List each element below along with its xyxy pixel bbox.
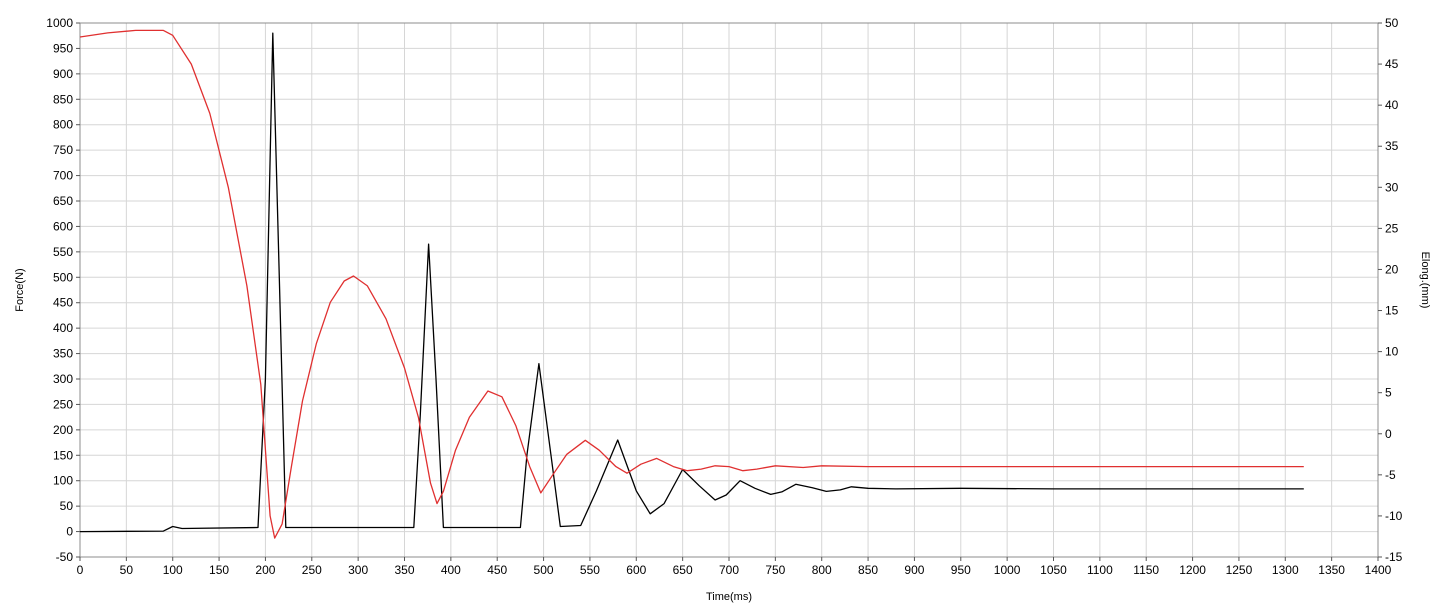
x-tick-label: 850 — [858, 563, 878, 577]
x-tick-label: 350 — [394, 563, 414, 577]
x-tick-label: 450 — [487, 563, 507, 577]
y-left-tick-label: 300 — [53, 372, 73, 386]
y-left-tick-label: 700 — [53, 169, 73, 183]
x-tick-label: 700 — [719, 563, 739, 577]
y-left-tick-label: 950 — [53, 41, 73, 55]
y-left-tick-label: 1000 — [46, 16, 73, 30]
x-tick-label: 50 — [120, 563, 134, 577]
x-tick-label: 1150 — [1133, 563, 1159, 577]
x-tick-label: 1400 — [1365, 563, 1392, 577]
y-left-tick-label: 900 — [53, 67, 73, 81]
x-tick-label: 150 — [209, 563, 229, 577]
y-right-tick-label: 5 — [1385, 386, 1392, 400]
y-left-tick-label: 200 — [53, 423, 73, 437]
series-group — [79, 29, 1304, 539]
x-tick-label: 200 — [255, 563, 275, 577]
y-left-axis-ticks: -50 0 50 100 150 200 250 300 350 400 450 500 550 600 6… — [46, 16, 80, 564]
y-right-tick-label: 0 — [1385, 427, 1392, 441]
y-right-tick-label: -15 — [1385, 550, 1403, 564]
y-right-tick-label: 30 — [1385, 180, 1399, 194]
y-left-tick-label: 650 — [53, 194, 73, 208]
x-axis-title: Time(ms) — [706, 591, 752, 603]
y-left-tick-label: 750 — [53, 143, 73, 157]
elongation-series-line — [79, 29, 1304, 539]
y-left-tick-label: -50 — [56, 550, 74, 564]
x-tick-label: 950 — [951, 563, 971, 577]
y-left-tick-label: 350 — [53, 347, 73, 361]
y-right-tick-label: -5 — [1385, 468, 1396, 482]
x-tick-label: 800 — [812, 563, 832, 577]
x-tick-label: 1050 — [1040, 563, 1067, 577]
y-right-tick-label: 45 — [1385, 57, 1399, 71]
x-tick-label: 0 — [77, 563, 84, 577]
x-tick-label: 1300 — [1272, 563, 1299, 577]
y-right-tick-label: 20 — [1385, 262, 1399, 276]
y-right-axis-ticks: -15 -10 -5 0 5 10 15 20 25 30 35 40 45 50 — [1378, 16, 1403, 564]
y-left-tick-label: 0 — [66, 525, 73, 539]
x-tick-label: 750 — [765, 563, 785, 577]
y-left-tick-label: 500 — [53, 270, 73, 284]
x-tick-label: 1000 — [994, 563, 1021, 577]
y-left-tick-label: 50 — [60, 499, 74, 513]
y-right-tick-label: 35 — [1385, 139, 1399, 153]
y-left-tick-label: 100 — [53, 474, 73, 488]
x-tick-label: 600 — [626, 563, 646, 577]
y-left-axis-title: Force(N) — [14, 268, 26, 311]
y-right-axis-title: Elong.(mm) — [1419, 252, 1431, 309]
x-tick-label: 100 — [163, 563, 183, 577]
x-tick-label: 500 — [534, 563, 554, 577]
y-left-tick-label: 600 — [53, 219, 73, 233]
y-left-tick-label: 250 — [53, 397, 73, 411]
x-tick-label: 300 — [348, 563, 368, 577]
force-series-line — [79, 32, 1304, 533]
y-right-tick-label: 10 — [1385, 345, 1399, 359]
y-right-tick-label: 15 — [1385, 304, 1399, 318]
y-left-tick-label: 450 — [53, 296, 73, 310]
x-tick-label: 1100 — [1087, 563, 1113, 577]
x-tick-label: 650 — [673, 563, 693, 577]
x-tick-label: 550 — [580, 563, 600, 577]
y-right-tick-label: 50 — [1385, 16, 1399, 30]
x-tick-label: 400 — [441, 563, 461, 577]
x-tick-label: 1250 — [1226, 563, 1253, 577]
y-right-tick-label: 40 — [1385, 98, 1399, 112]
y-right-tick-label: 25 — [1385, 221, 1399, 235]
x-tick-label: 1350 — [1318, 563, 1345, 577]
x-tick-label: 900 — [904, 563, 924, 577]
y-left-tick-label: 550 — [53, 245, 73, 259]
y-left-tick-label: 800 — [53, 118, 73, 132]
x-tick-label: 1200 — [1179, 563, 1206, 577]
y-left-tick-label: 150 — [53, 448, 73, 462]
y-right-tick-label: -10 — [1385, 509, 1403, 523]
x-tick-label: 250 — [302, 563, 322, 577]
y-left-tick-label: 400 — [53, 321, 73, 335]
x-axis-ticks: 0 50 100 150 200 250 300 350 400 450 500 550 600 650 7… — [77, 557, 1392, 577]
y-left-tick-label: 850 — [53, 92, 73, 106]
